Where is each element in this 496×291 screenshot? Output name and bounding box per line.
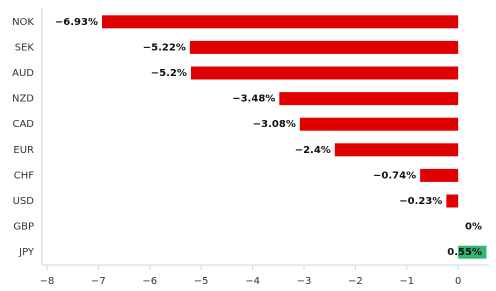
bar [189,40,459,54]
value-label: −3.08% [253,119,296,130]
value-label: 0.55% [447,247,482,258]
y-tick-label: GBP [13,222,34,233]
y-tick-label: JPY [18,247,35,258]
x-tick-label: −7 [91,276,106,287]
bar [420,168,459,182]
value-label: −6.93% [55,17,98,28]
value-label: 0% [465,222,482,233]
value-label: −3.48% [232,94,275,105]
value-label: −5.2% [151,68,187,79]
bar [446,194,459,208]
x-tick-label: −4 [245,276,260,287]
y-tick-label: CAD [12,119,34,130]
bar [299,117,459,131]
bar [458,245,487,259]
value-label: −2.4% [295,145,331,156]
x-tick-label: −5 [194,276,209,287]
y-tick-label: AUD [12,68,34,79]
bar [334,143,459,157]
value-label: −0.23% [399,196,442,207]
bar [190,66,459,80]
bar [279,92,459,106]
y-tick-label: USD [13,196,35,207]
y-tick-label: NZD [12,94,34,105]
y-tick-label: NOK [12,17,34,28]
y-tick-label: SEK [15,42,35,53]
y-tick-label: CHF [14,170,35,181]
x-tick-label: −3 [297,276,312,287]
x-tick-label: −2 [348,276,363,287]
value-label: −5.22% [143,42,186,53]
value-label: −0.74% [373,170,416,181]
bar [101,15,459,29]
x-tick-label: −8 [40,276,55,287]
x-tick-label: 0 [455,276,461,287]
y-tick-label: EUR [13,145,34,156]
x-tick-label: −1 [399,276,414,287]
x-tick-label: −6 [142,276,157,287]
